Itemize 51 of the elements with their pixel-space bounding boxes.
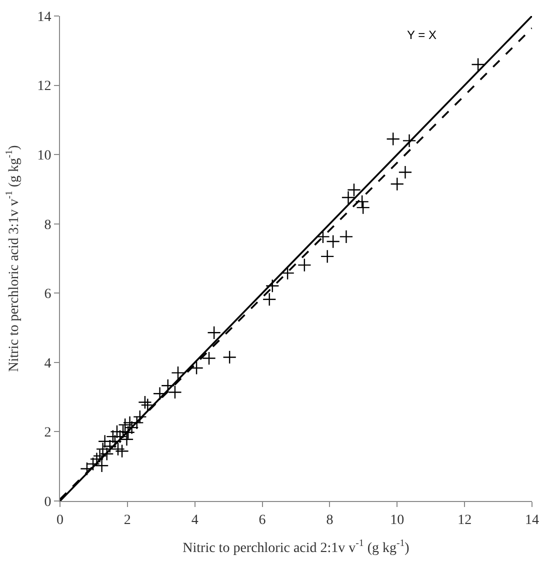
point (390, 177, 404, 191)
point (171, 366, 185, 380)
y-tick-label: 4 (44, 356, 52, 372)
x-tick-label: 12 (458, 512, 472, 528)
y-tick-label: 2 (44, 426, 52, 441)
point (280, 266, 294, 280)
point (339, 230, 354, 244)
point (298, 258, 312, 272)
y-tick-label: 10 (37, 148, 52, 164)
point (398, 165, 412, 180)
point (124, 420, 139, 434)
point (402, 134, 416, 148)
point (262, 292, 276, 306)
x-tick-label: 2 (124, 512, 131, 528)
annotation: Y = X (407, 28, 436, 42)
point (140, 398, 155, 412)
point (471, 58, 485, 72)
point (347, 183, 361, 197)
x-tick-label: 10 (390, 512, 404, 528)
point (86, 457, 100, 471)
point (115, 444, 129, 458)
point (207, 326, 221, 340)
point (341, 190, 356, 204)
y-tick-label: 12 (37, 79, 52, 94)
point (118, 418, 132, 432)
point (356, 200, 370, 214)
point (266, 278, 280, 293)
point (320, 250, 334, 264)
y-tick-label: 6 (44, 287, 52, 302)
point (190, 361, 204, 375)
point (138, 395, 152, 410)
y-tick-label: 14 (37, 10, 52, 25)
y-tick-label: 8 (44, 218, 52, 233)
point (386, 132, 400, 146)
point (92, 449, 107, 463)
x-tick-label: 0 (56, 512, 64, 528)
x-tick-label: 4 (191, 512, 198, 528)
point (326, 234, 340, 248)
point (355, 194, 369, 209)
point (111, 442, 125, 456)
x-tick-label: 8 (326, 512, 334, 528)
x-tick-label: 14 (525, 512, 539, 528)
point (316, 230, 330, 244)
x-tick-label: 6 (258, 512, 266, 528)
point (133, 410, 147, 424)
y-tick-label: 0 (44, 494, 52, 510)
point (108, 434, 122, 448)
point (80, 462, 94, 476)
point (222, 350, 236, 364)
x-axis-title: Nitric to perchloric acid 2:1v v$^{-1}$ (g kg$^{-1}$) (182, 538, 410, 556)
point (202, 351, 216, 366)
